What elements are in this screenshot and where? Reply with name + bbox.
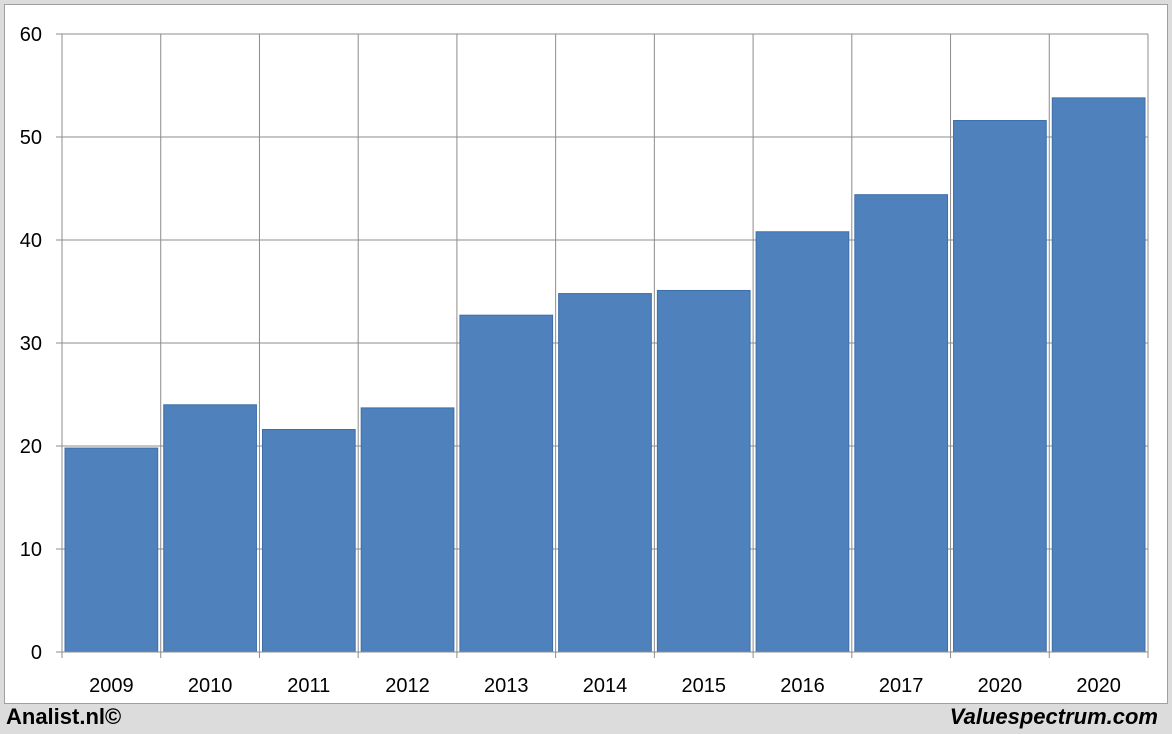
bar <box>656 289 751 653</box>
y-tick-label: 60 <box>20 24 42 46</box>
y-tick-label: 20 <box>20 436 42 458</box>
x-tick-label: 2015 <box>681 675 726 697</box>
y-tick-label: 10 <box>20 539 42 561</box>
bar <box>163 404 257 653</box>
x-tick-label: 2017 <box>879 675 924 697</box>
bar <box>755 231 850 653</box>
x-tick-label: 2013 <box>484 675 529 697</box>
bar <box>854 194 949 653</box>
bar <box>459 314 554 653</box>
bar <box>261 429 356 653</box>
bars <box>64 97 1146 653</box>
y-tick-label: 30 <box>20 333 42 355</box>
bar <box>558 293 652 653</box>
footer-source-left: Analist.nl© <box>6 704 122 729</box>
x-tick-label: 2011 <box>287 675 330 697</box>
footer-source-right: Valuespectrum.com <box>949 704 1158 729</box>
bar <box>64 447 159 653</box>
x-tick-label: 2020 <box>1076 675 1121 697</box>
bar <box>953 120 1047 653</box>
bar <box>360 407 455 653</box>
bar <box>1051 97 1146 653</box>
y-tick-label: 40 <box>20 230 42 252</box>
x-tick-label: 2014 <box>583 675 628 697</box>
y-tick-label: 50 <box>20 127 42 149</box>
axes <box>56 33 1149 658</box>
x-tick-label: 2020 <box>978 675 1023 697</box>
x-tick-label: 2012 <box>385 675 430 697</box>
x-tick-label: 2009 <box>89 675 134 697</box>
x-tick-label: 2016 <box>780 675 825 697</box>
y-tick-labels: 0 10 20 30 40 50 60 <box>20 24 42 664</box>
x-tick-labels: 2009 2010 2011 2012 2013 2014 2015 2016 2017 2020… <box>89 675 1121 697</box>
x-tick-label: 2010 <box>188 675 233 697</box>
y-tick-label: 0 <box>31 642 42 664</box>
